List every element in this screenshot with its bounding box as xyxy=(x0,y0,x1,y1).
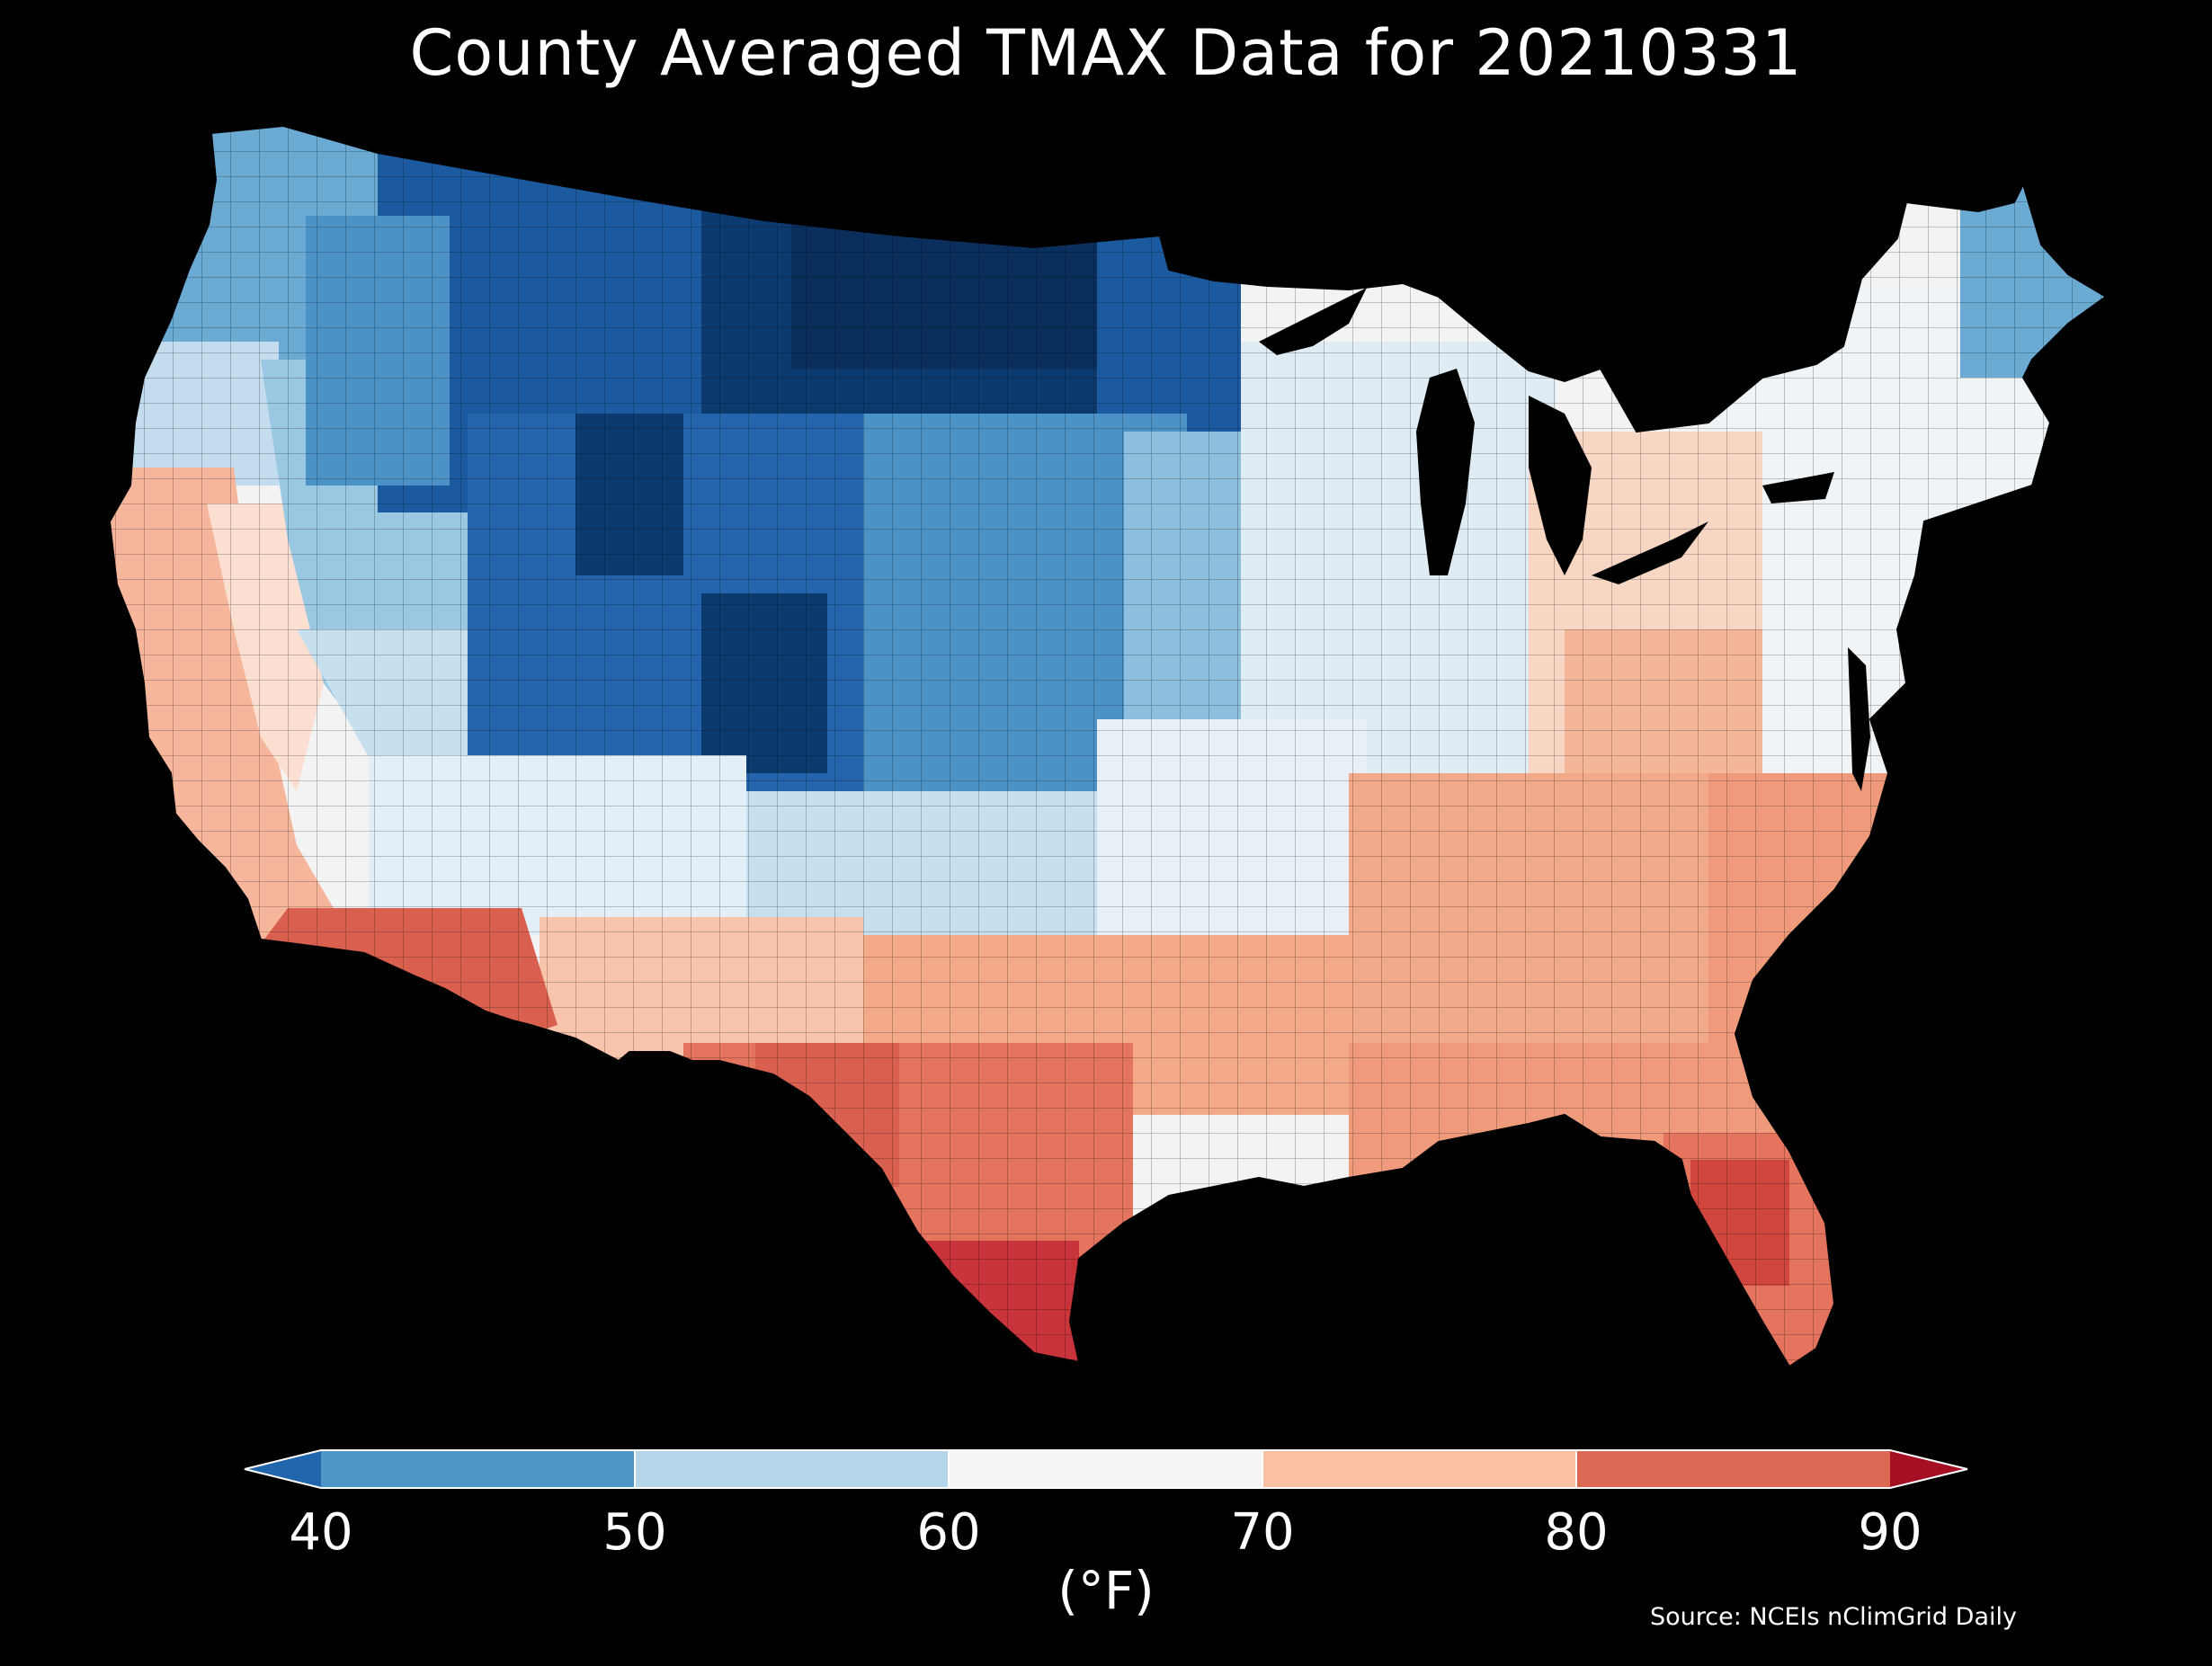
colorbar-over-extension xyxy=(1890,1450,1967,1488)
colorbar-bin-40-50 xyxy=(321,1450,635,1488)
colorbar-under-extension xyxy=(245,1450,321,1488)
colorbar-units-label: (°F) xyxy=(1057,1560,1155,1621)
lake-michigan xyxy=(1416,369,1475,575)
lake-superior xyxy=(1259,288,1367,355)
lake-erie xyxy=(1592,521,1708,584)
colorbar-tick-label: 40 xyxy=(289,1503,353,1562)
source-credit: Source: NCEIs nClimGrid Daily xyxy=(1650,1603,2017,1631)
colorbar-tick-label: 80 xyxy=(1544,1503,1609,1562)
colorbar-tick-label: 50 xyxy=(602,1503,667,1562)
colorbar-tick-label: 90 xyxy=(1858,1503,1922,1562)
colorbar-bin-60-70 xyxy=(949,1450,1262,1488)
colorbar-tick-label: 70 xyxy=(1230,1503,1295,1562)
colorbar-tick-label: 60 xyxy=(916,1503,981,1562)
lake-ontario xyxy=(1762,472,1834,503)
colorbar-bin-50-60 xyxy=(635,1450,949,1488)
chesapeake-bay xyxy=(1848,647,1870,791)
lake-huron xyxy=(1529,396,1592,575)
colorbar-bin-70-80 xyxy=(1262,1450,1576,1488)
colorbar-bin-80-90 xyxy=(1576,1450,1890,1488)
map-title: County Averaged TMAX Data for 20210331 xyxy=(409,16,1803,90)
